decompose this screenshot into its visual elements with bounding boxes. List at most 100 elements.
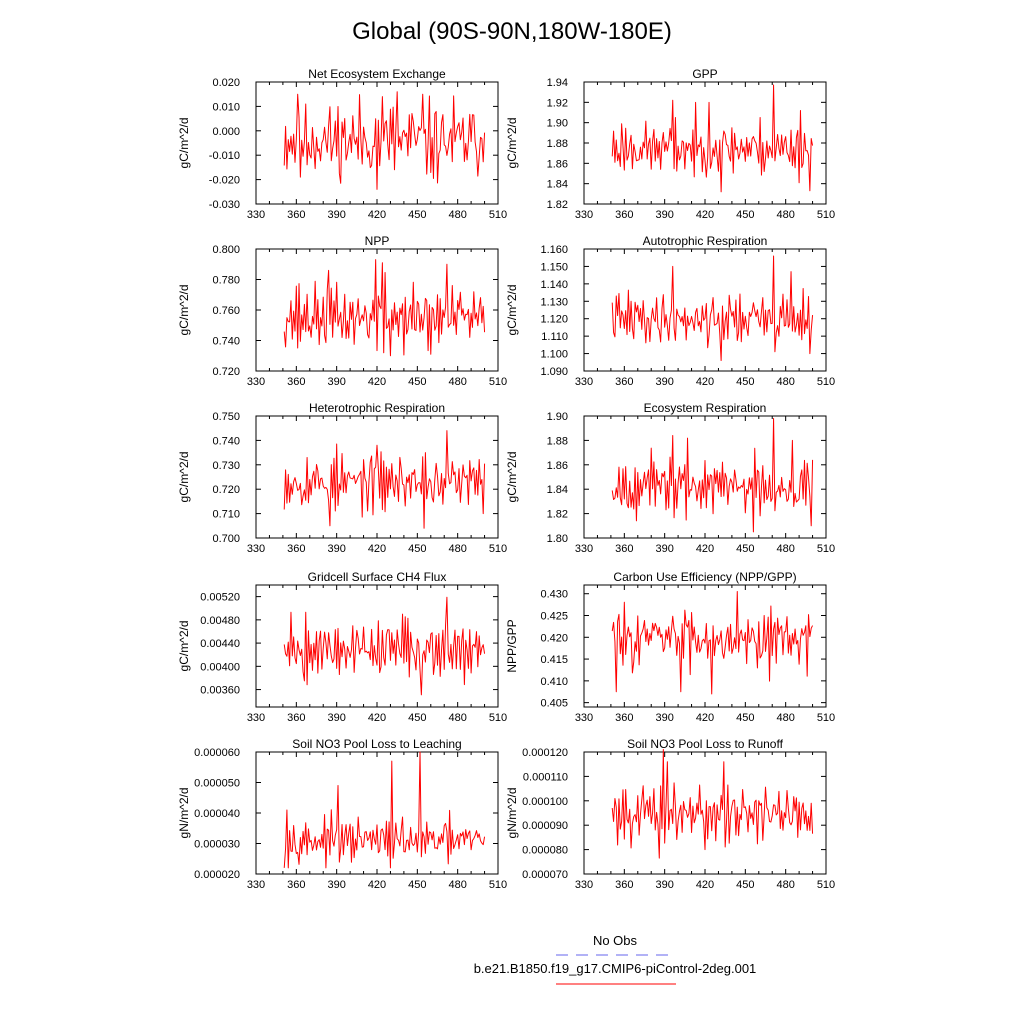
series-line <box>283 259 486 357</box>
series-line <box>283 596 486 696</box>
x-tick-label: 480 <box>448 543 466 555</box>
x-tick-label: 330 <box>575 879 593 891</box>
x-tick-label: 360 <box>615 209 633 221</box>
x-tick-label: 450 <box>736 543 754 555</box>
panels: Net Ecosystem Exchange 330 360 390 420 450 480… <box>177 67 835 891</box>
x-tick-label: 330 <box>247 712 265 724</box>
y-tick-label: 1.110 <box>541 331 568 343</box>
plot-frame <box>583 81 827 205</box>
panel-title: Net Ecosystem Exchange <box>308 67 446 81</box>
x-tick-label: 510 <box>489 209 507 221</box>
chart-panel: Ecosystem Respiration 330 360 390 420 450 480 5… <box>505 401 835 555</box>
panel-title: Carbon Use Efficiency (NPP/GPP) <box>613 570 796 584</box>
y-axis-label: gC/m^2/d <box>177 452 191 503</box>
y-tick-label: 1.94 <box>547 77 568 89</box>
x-tick-label: 480 <box>448 376 466 388</box>
x-tick-label: 510 <box>489 376 507 388</box>
y-axis-label: gC/m^2/d <box>177 621 191 672</box>
y-tick-label: 0.000040 <box>194 808 240 820</box>
x-tick-label: 330 <box>575 376 593 388</box>
x-tick-label: 390 <box>327 543 345 555</box>
y-tick-label: 0.000100 <box>522 796 568 808</box>
x-tick-label: 390 <box>655 712 673 724</box>
series-line <box>283 751 486 869</box>
y-tick-label: 1.82 <box>547 199 568 211</box>
x-tick-label: 480 <box>448 879 466 891</box>
y-tick-label: 0.740 <box>212 435 240 447</box>
y-axis-label: gN/m^2/d <box>505 788 519 839</box>
y-tick-label: 0.800 <box>212 244 240 256</box>
series-line <box>283 91 486 190</box>
legend-model-label: b.e21.B1850.f19_g17.CMIP6-piControl-2deg… <box>474 961 757 976</box>
x-tick-label: 420 <box>368 209 386 221</box>
y-tick-label: 0.00520 <box>200 592 240 604</box>
plot-frame <box>255 751 499 875</box>
y-tick-label: 0.000050 <box>194 778 240 790</box>
legend-obs-label: No Obs <box>593 933 638 948</box>
x-tick-label: 330 <box>247 543 265 555</box>
x-tick-label: 420 <box>696 712 714 724</box>
panel-title: Soil NO3 Pool Loss to Runoff <box>627 737 784 751</box>
panel-title: Heterotrophic Respiration <box>309 401 445 415</box>
y-tick-label: 0.000060 <box>194 747 240 759</box>
x-tick-label: 420 <box>368 879 386 891</box>
y-tick-label: 0.000110 <box>523 771 568 783</box>
x-tick-label: 450 <box>408 209 426 221</box>
x-tick-label: 360 <box>615 712 633 724</box>
x-tick-label: 480 <box>776 543 794 555</box>
series-line <box>611 84 814 193</box>
x-tick-label: 360 <box>287 712 305 724</box>
series-line <box>611 255 814 362</box>
panel-title: Ecosystem Respiration <box>644 401 767 415</box>
y-tick-label: 1.84 <box>547 179 568 191</box>
x-tick-label: 450 <box>736 712 754 724</box>
figure-title: Global (90S-90N,180W-180E) <box>352 18 672 45</box>
x-tick-label: 420 <box>368 376 386 388</box>
x-tick-label: 390 <box>327 879 345 891</box>
x-tick-label: 480 <box>776 879 794 891</box>
chart-panel: Soil NO3 Pool Loss to Leaching 330 360 390 4… <box>177 737 507 891</box>
x-tick-label: 360 <box>615 879 633 891</box>
y-tick-label: 0.000090 <box>522 820 568 832</box>
y-tick-label: 0.000 <box>212 126 240 138</box>
chart-panel: Gridcell Surface CH4 Flux 330 360 390 420 450… <box>177 570 507 724</box>
y-tick-label: 0.000030 <box>194 839 240 851</box>
x-tick-label: 510 <box>489 543 507 555</box>
y-tick-label: 0.000080 <box>522 845 568 857</box>
x-tick-label: 390 <box>327 712 345 724</box>
y-tick-label: 0.740 <box>212 336 240 348</box>
y-tick-label: 1.140 <box>540 279 568 291</box>
legend: No Obs b.e21.B1850.f19_g17.CMIP6-piContr… <box>474 933 757 985</box>
x-tick-label: 450 <box>736 879 754 891</box>
y-tick-label: 1.160 <box>540 244 568 256</box>
x-tick-label: 420 <box>696 879 714 891</box>
x-tick-label: 330 <box>247 879 265 891</box>
chart-panel: Net Ecosystem Exchange 330 360 390 420 450 480… <box>177 67 507 221</box>
panel-title: Gridcell Surface CH4 Flux <box>308 570 447 584</box>
panel-title: Autotrophic Respiration <box>643 234 768 248</box>
x-tick-label: 330 <box>575 712 593 724</box>
panel-title: NPP <box>365 234 390 248</box>
x-tick-label: 450 <box>736 376 754 388</box>
x-tick-label: 450 <box>408 879 426 891</box>
x-tick-label: 330 <box>247 209 265 221</box>
y-tick-label: 1.84 <box>547 484 568 496</box>
y-tick-label: 1.100 <box>540 349 568 361</box>
y-tick-label: 0.750 <box>212 411 240 423</box>
y-tick-label: 0.430 <box>540 589 568 601</box>
x-tick-label: 510 <box>817 712 835 724</box>
panel-title: GPP <box>692 67 717 81</box>
x-tick-label: 330 <box>575 209 593 221</box>
x-tick-label: 390 <box>655 879 673 891</box>
series-line <box>611 591 814 695</box>
y-tick-label: 0.720 <box>212 366 240 378</box>
y-tick-label: -0.030 <box>209 199 240 211</box>
panel-title: Soil NO3 Pool Loss to Leaching <box>292 737 461 751</box>
y-tick-label: 0.00400 <box>200 661 240 673</box>
chart-panel: Autotrophic Respiration 330 360 390 420 450 48… <box>505 234 835 388</box>
y-tick-label: 0.000120 <box>522 747 568 759</box>
y-tick-label: -0.010 <box>209 150 240 162</box>
x-tick-label: 390 <box>327 209 345 221</box>
y-tick-label: 1.120 <box>540 314 568 326</box>
